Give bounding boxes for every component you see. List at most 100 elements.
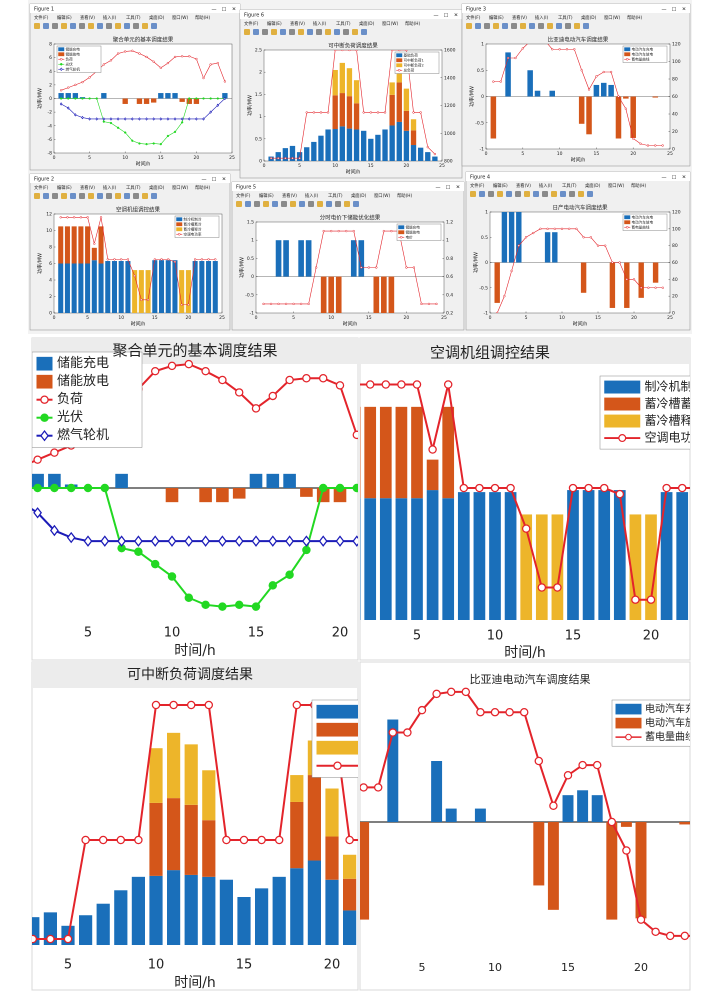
y2-tick-label: 120 xyxy=(672,210,681,216)
title-bar xyxy=(232,182,464,191)
legend-swatch xyxy=(396,58,403,63)
x-tick-label: 10 xyxy=(332,163,338,169)
marker xyxy=(334,50,337,52)
bar xyxy=(635,822,647,919)
x-tick-label: 10 xyxy=(487,629,504,644)
marker xyxy=(116,126,120,129)
marker xyxy=(60,58,63,61)
toolbar-icon xyxy=(515,191,521,197)
y-tick-label: -1 xyxy=(480,147,485,153)
marker xyxy=(133,274,136,278)
marker xyxy=(646,595,656,604)
marker xyxy=(33,483,42,493)
marker xyxy=(116,52,120,55)
marker xyxy=(204,700,214,710)
x-tick-label: 15 xyxy=(158,155,164,161)
marker xyxy=(102,120,105,123)
marker xyxy=(615,489,625,499)
menu-item: 查看(V) xyxy=(282,192,297,199)
marker xyxy=(100,535,110,547)
marker xyxy=(33,507,42,519)
toolbar-icon xyxy=(151,193,157,199)
y2-tick-label: 0 xyxy=(672,311,675,317)
marker xyxy=(367,266,370,269)
marker xyxy=(318,483,328,493)
marker xyxy=(362,111,365,114)
bar xyxy=(346,96,353,129)
bar xyxy=(149,748,163,803)
window-button: □ xyxy=(212,176,217,182)
window-title: Figure 4 xyxy=(470,174,490,180)
toolbar-icon xyxy=(574,23,580,29)
menu-item: 桌面(D) xyxy=(581,14,597,21)
toolbar-icon xyxy=(587,191,593,197)
marker xyxy=(599,483,609,493)
legend-label: 制冷机制冷 xyxy=(184,216,202,221)
marker xyxy=(661,286,664,289)
bar xyxy=(364,498,377,620)
chart-title: 比亚迪电动汽车调度结果 xyxy=(470,672,591,686)
line xyxy=(496,228,663,313)
bar xyxy=(48,473,61,488)
marker xyxy=(335,535,345,547)
bar xyxy=(202,770,216,821)
x-tick-label: 0 xyxy=(485,151,488,157)
bar xyxy=(339,93,345,127)
marker xyxy=(262,302,265,306)
marker xyxy=(167,572,177,581)
legend-label: 可中断负荷1 xyxy=(404,57,424,62)
bar xyxy=(489,492,501,620)
marker xyxy=(109,121,113,125)
marker xyxy=(595,75,598,78)
menu-item: 编辑(E) xyxy=(57,184,72,191)
bar xyxy=(410,130,417,146)
toolbar-icon xyxy=(43,23,49,29)
marker xyxy=(88,76,91,79)
x-tick-label: 10 xyxy=(164,626,181,641)
toolbar-icon xyxy=(343,29,349,35)
y-tick-label: 0.5 xyxy=(481,235,488,241)
menu-item: 查看(V) xyxy=(512,14,527,21)
y-tick-label: 0 xyxy=(49,96,52,102)
legend-label: 储能充电 xyxy=(57,355,109,371)
y-tick-label: 0.5 xyxy=(255,136,262,142)
marker xyxy=(201,535,210,547)
x-tick-label: 0 xyxy=(263,163,266,169)
bar xyxy=(311,141,317,161)
x-tick-label: 5 xyxy=(298,163,301,169)
y-tick-label: -1 xyxy=(250,311,255,317)
marker xyxy=(152,117,155,121)
toolbar-icon xyxy=(280,29,286,35)
toolbar-icon xyxy=(497,191,503,197)
bar xyxy=(266,473,280,488)
bar xyxy=(645,514,657,620)
toolbar-icon xyxy=(353,201,359,207)
y-tick-label: -8 xyxy=(48,151,53,157)
marker xyxy=(268,581,278,590)
x-tick-label: 25 xyxy=(441,315,447,321)
y-tick-label: 0 xyxy=(481,94,484,100)
marker xyxy=(285,570,294,579)
bar xyxy=(132,270,138,313)
legend-swatch xyxy=(615,703,642,715)
bar xyxy=(381,276,387,313)
bar xyxy=(395,498,408,620)
legend-swatch xyxy=(615,717,642,729)
y2-tick-label: 40 xyxy=(672,112,678,118)
toolbar-icon xyxy=(547,23,553,29)
bar xyxy=(494,262,500,303)
marker xyxy=(558,48,561,51)
toolbar-icon xyxy=(88,193,94,199)
window-button: — xyxy=(662,174,667,180)
marker xyxy=(433,152,437,156)
x-tick-label: 0 xyxy=(255,315,258,321)
toolbar-icon xyxy=(551,191,557,197)
bar xyxy=(333,488,347,503)
toolbar-icon xyxy=(361,29,367,35)
toolbar-icon xyxy=(236,201,242,207)
bar xyxy=(167,870,181,945)
marker xyxy=(218,375,227,385)
marker xyxy=(348,50,351,52)
bar xyxy=(184,804,198,875)
title-bar xyxy=(30,174,230,183)
